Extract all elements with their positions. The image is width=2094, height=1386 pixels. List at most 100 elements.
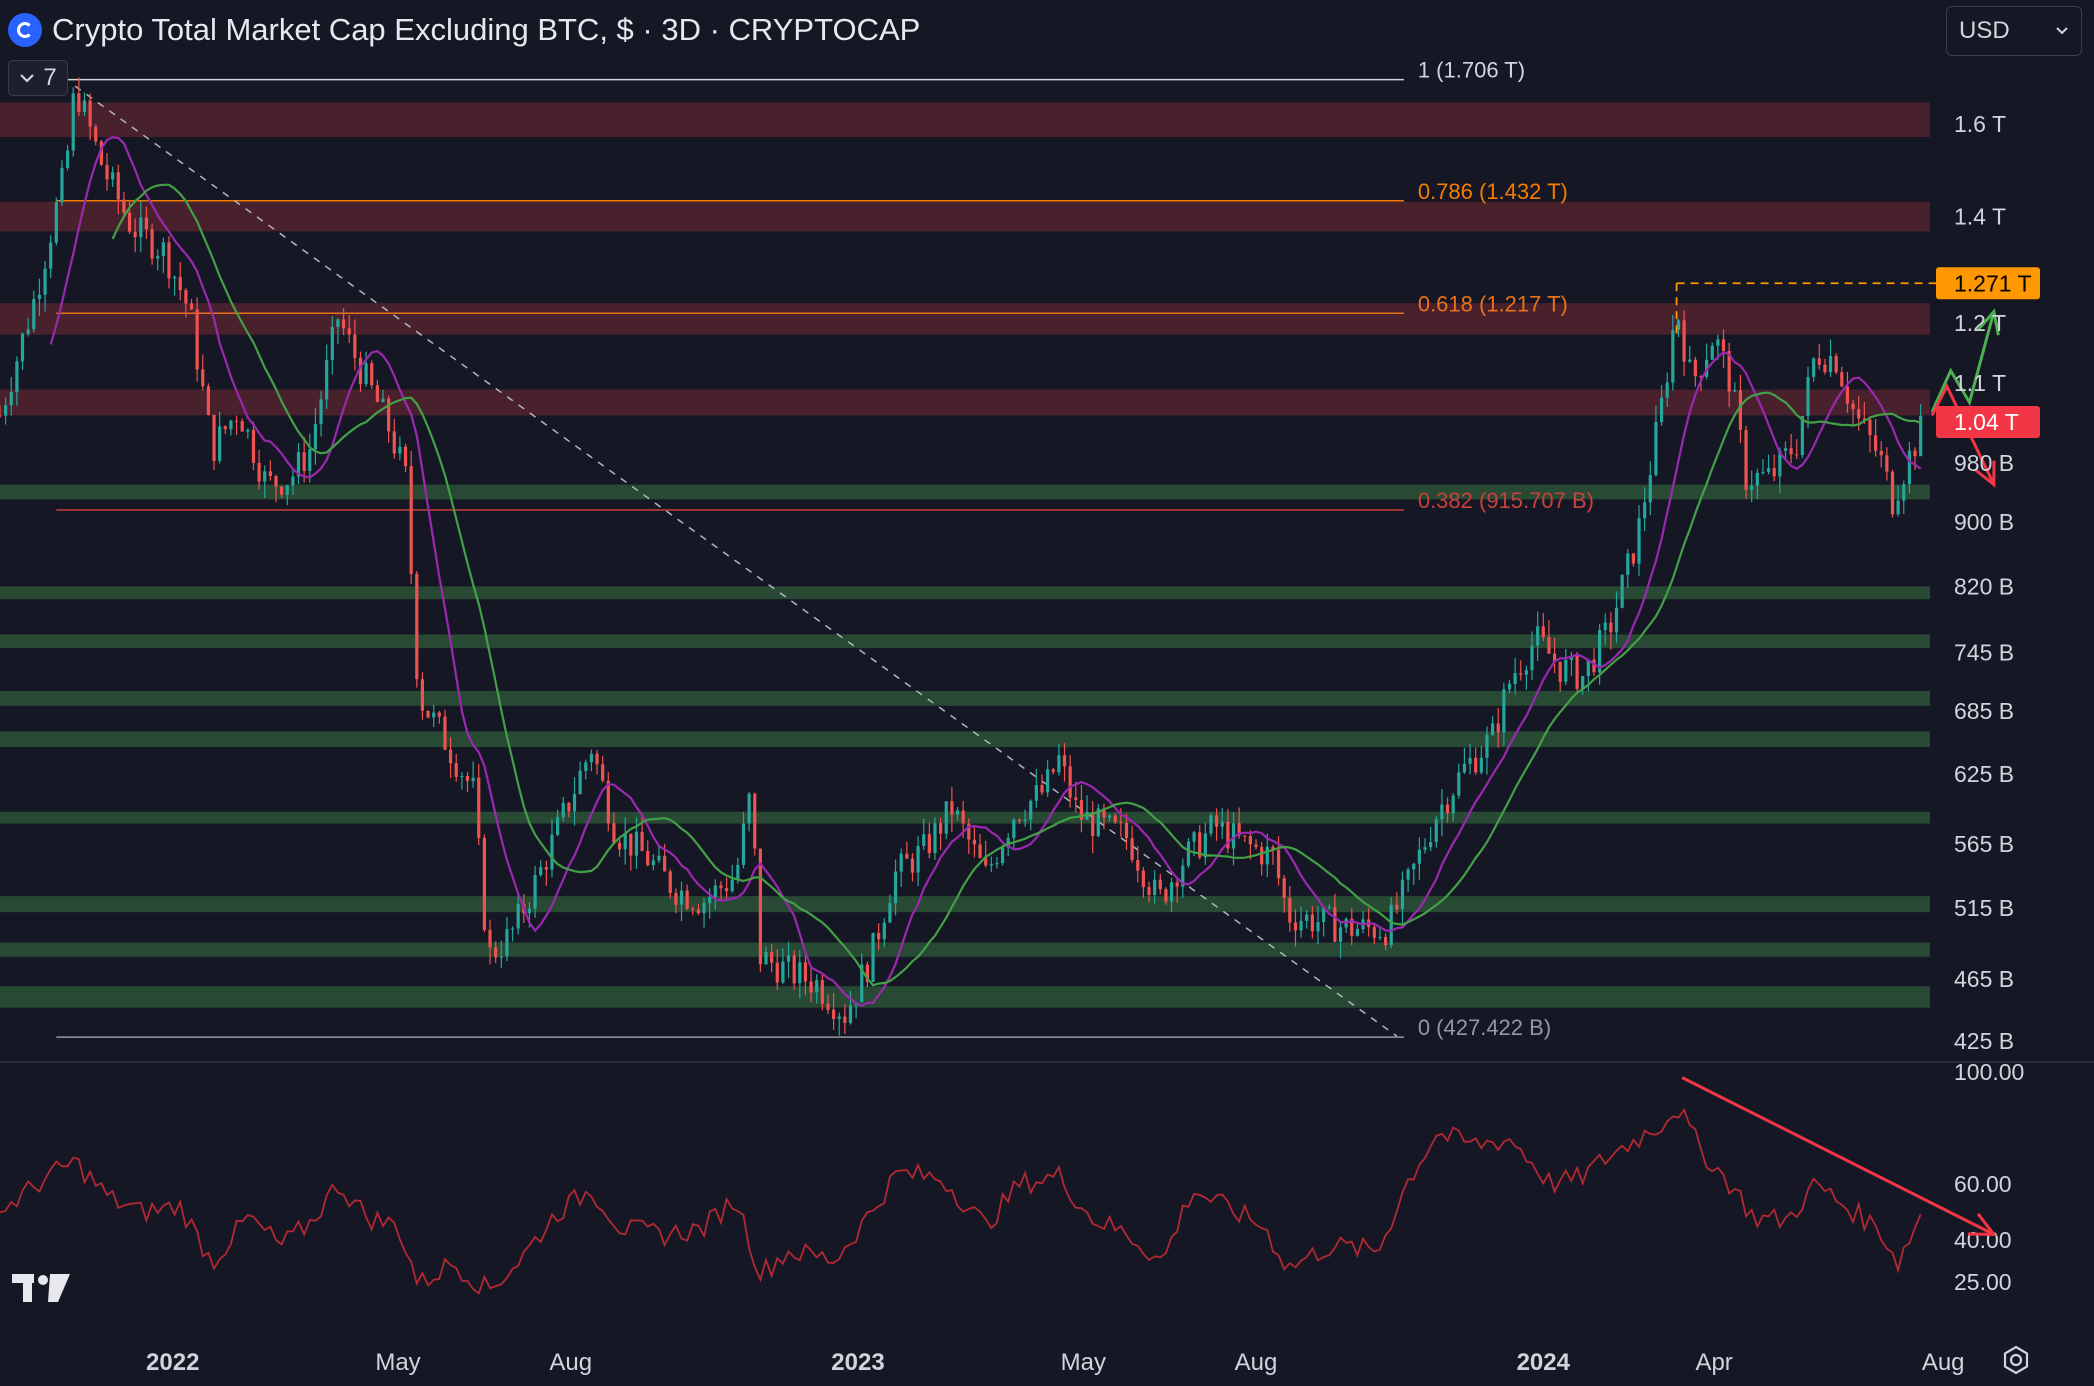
rsi-tick-label: 100.00 <box>1954 1059 2024 1085</box>
candle-body <box>1688 359 1692 362</box>
candle-body <box>1355 929 1360 936</box>
candle-body <box>308 449 312 471</box>
candle-body <box>1215 815 1219 827</box>
candle-body <box>1840 372 1844 387</box>
candle-body <box>1265 846 1269 865</box>
candle-body <box>1237 823 1241 836</box>
candle-body <box>32 299 36 330</box>
candle-body <box>730 879 734 892</box>
projection-down-arrow <box>1930 382 1996 486</box>
time-tick-label: 2024 <box>1517 1349 1571 1376</box>
candle-body <box>561 802 565 818</box>
candle-body <box>1378 937 1382 939</box>
rsi-tick-label: 25.00 <box>1954 1269 2012 1295</box>
candle-body <box>1423 847 1427 850</box>
candle-body <box>1260 847 1264 865</box>
support-zone <box>0 896 1930 913</box>
candle-body <box>1552 653 1557 662</box>
candle-body <box>1079 800 1084 820</box>
candle-body <box>550 834 554 870</box>
candle-body <box>1890 471 1895 515</box>
candle-body <box>663 855 667 872</box>
candle-body <box>465 775 470 782</box>
candle-body <box>15 361 19 393</box>
candle-body <box>1874 435 1878 451</box>
tradingview-logo-icon[interactable] <box>12 1272 76 1306</box>
candle-body <box>49 242 53 269</box>
candle-body <box>133 231 137 238</box>
candle-body <box>364 363 368 385</box>
projection-up-arrow <box>1930 311 1996 413</box>
candle-body <box>1868 419 1872 436</box>
candle-body <box>1198 832 1202 858</box>
candle-body <box>1372 927 1376 938</box>
candle-body <box>747 793 751 824</box>
settings-icon[interactable] <box>2000 1344 2032 1376</box>
candle-body <box>71 93 75 151</box>
candle-body <box>989 864 993 866</box>
candle-body <box>1192 832 1196 842</box>
candle-body <box>1181 865 1185 887</box>
rsi-pane: 100.00 60.00 40.00 25.00 <box>0 1059 2094 1295</box>
candle-body <box>195 309 199 370</box>
candle-body <box>1023 819 1027 822</box>
candle-body <box>1834 356 1838 373</box>
candle-body <box>127 212 132 232</box>
candle-body <box>370 363 374 386</box>
candle-body <box>218 426 222 461</box>
price-tick-label: 465 B <box>1954 966 2014 992</box>
candle-body <box>944 801 948 834</box>
candle-body <box>116 172 120 200</box>
price-marker-label: 1.271 T <box>1954 270 2032 296</box>
price-tick-label: 565 B <box>1954 831 2014 857</box>
price-axis: 1.6 T 1.4 T 1.2 T 1.1 T 980 B 900 B 820 B 745 B… <box>1936 111 2040 1054</box>
candle-body <box>1823 364 1827 373</box>
fibonacci-layer: 1 (1.706 T) 0.786 (1.432 T) 0.618 (1.217 T… <box>56 58 1594 1040</box>
candle-body <box>1507 683 1512 690</box>
candle-body <box>246 429 250 432</box>
candle-body <box>657 855 661 861</box>
candle-body <box>736 864 740 880</box>
time-axis: 2022 May Aug 2023 May Aug 2024 Apr Aug <box>146 1349 1965 1376</box>
candle-body <box>409 466 413 574</box>
candle-body <box>1654 422 1658 476</box>
price-tick-label: 1.2 T <box>1954 310 2006 336</box>
candle-body <box>972 839 977 845</box>
candle-body <box>1451 795 1455 814</box>
candle-body <box>1772 467 1776 477</box>
candle-body <box>330 326 334 361</box>
candle-body <box>1113 815 1117 823</box>
candle-body <box>313 424 318 450</box>
candle-body <box>1806 377 1810 416</box>
candle-body <box>1107 815 1112 818</box>
candle-body <box>1733 390 1737 392</box>
currency-select[interactable]: USD <box>1946 6 2082 56</box>
candle-body <box>995 863 999 865</box>
candle-body <box>443 716 447 750</box>
candle-body <box>1828 356 1833 373</box>
candle-body <box>786 955 791 962</box>
time-tick-label: 2023 <box>831 1349 884 1376</box>
candle-body <box>1175 882 1179 887</box>
candle-body <box>1603 622 1607 631</box>
candle-body <box>223 426 227 430</box>
cryptocap-logo-icon <box>8 13 42 47</box>
candle-body <box>1029 800 1033 820</box>
candle-body <box>1812 358 1816 378</box>
candle-body <box>1789 448 1793 455</box>
candle-body <box>1631 553 1636 564</box>
rsi-tick-label: 40.00 <box>1954 1227 2012 1253</box>
support-zone <box>0 731 1930 748</box>
candle-body <box>1665 382 1669 398</box>
candle-body <box>939 823 943 834</box>
candle-body <box>927 834 931 854</box>
indicator-toggle-button[interactable]: 7 <box>8 60 68 96</box>
candle-body <box>88 100 92 127</box>
support-zone <box>0 634 1930 649</box>
price-tick-label: 625 B <box>1954 761 2014 787</box>
candle-body <box>527 908 532 914</box>
candle-body <box>26 329 30 334</box>
support-zone <box>0 942 1930 957</box>
rsi-line <box>0 1108 1922 1295</box>
